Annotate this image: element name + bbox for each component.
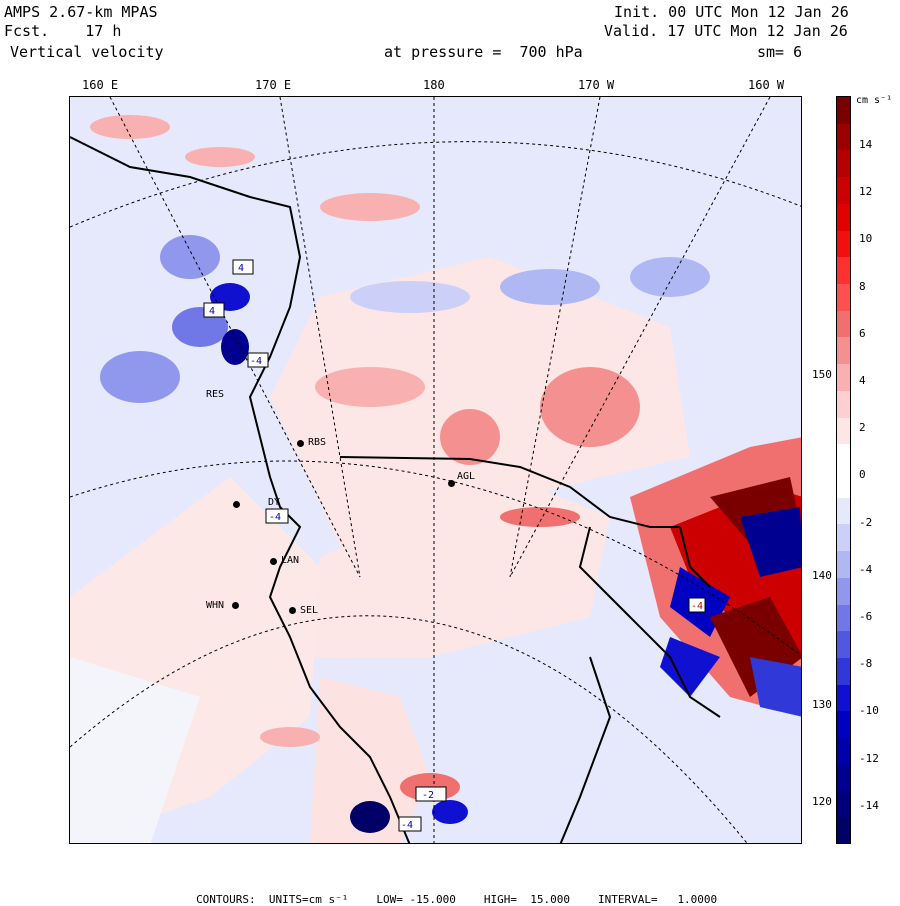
- colorbar-tick-label: 0: [859, 468, 866, 482]
- colorbar: [836, 96, 851, 844]
- station-dy-dot: [233, 501, 240, 508]
- colorbar-units: cm s⁻¹: [856, 95, 893, 106]
- colorbar-tick-label: 4: [859, 374, 866, 387]
- colorbar-segment: [837, 791, 850, 819]
- colorbar-tick-label: -2: [859, 515, 873, 529]
- colorbar-tick-label: -10: [859, 704, 879, 718]
- contour-label-neg4b: -4: [691, 601, 703, 612]
- colorbar-tick-label: 2: [859, 421, 866, 435]
- colorbar-segment: [837, 257, 850, 285]
- coast-region: [310, 677, 430, 843]
- contour-label-4a: 4: [238, 263, 244, 274]
- vertical-velocity-map: 4 4 -4 -4 -4 -2 -4: [69, 96, 802, 844]
- colorbar-segment: [837, 310, 850, 338]
- colorbar-segment: [837, 631, 850, 659]
- colorbar-segment: [837, 150, 850, 178]
- colorbar-segment: [837, 444, 850, 472]
- station-lan: LAN: [281, 555, 300, 566]
- colorbar-segment: [837, 497, 850, 525]
- colorbar-tick-label: 10: [859, 232, 873, 246]
- pressure-level: at pressure = 700 hPa: [384, 43, 583, 61]
- colorbar-segment: [837, 764, 850, 793]
- colorbar-tick-label: -4: [859, 562, 873, 576]
- station-dy: DY: [268, 497, 281, 508]
- station-whn-dot: [232, 602, 239, 609]
- colorbar-segment: [837, 551, 850, 579]
- contour-info: CONTOURS: UNITS=cm s⁻¹ LOW= -15.000 HIGH= …: [0, 880, 900, 906]
- colorbar-segment: [837, 684, 850, 712]
- contour-label-neg4d: -4: [250, 356, 262, 367]
- station-agl: AGL: [457, 471, 476, 482]
- strong-vertical-motion-zone: [630, 437, 801, 717]
- colorbar-segment: [837, 203, 850, 232]
- colorbar-segment: [837, 364, 850, 392]
- station-lan-dot: [270, 558, 277, 565]
- valid-time: Valid. 17 UTC Mon 12 Jan 26: [604, 22, 848, 40]
- station-sel-dot: [289, 607, 296, 614]
- colorbar-segment: [837, 604, 850, 632]
- station-rbs-dot: [297, 440, 304, 447]
- colorbar-segment: [837, 577, 850, 606]
- colorbar-segment: [837, 738, 850, 766]
- colorbar-tick-label: 14: [859, 138, 873, 151]
- colorbar-segment: [837, 97, 850, 125]
- station-rbs: RBS: [308, 437, 327, 448]
- colorbar-segment: [837, 230, 850, 258]
- colorbar-tick-label: -8: [859, 657, 873, 671]
- colorbar-segment: [837, 390, 850, 419]
- station-sel: SEL: [300, 605, 319, 616]
- colorbar-tick-label: -6: [859, 610, 873, 623]
- contour-label-neg4a: -4: [269, 512, 281, 523]
- colorbar-segment: [837, 337, 850, 365]
- contour-label-neg2: -2: [422, 790, 434, 801]
- field-name: Vertical velocity: [10, 43, 164, 61]
- init-time: Init. 00 UTC Mon 12 Jan 26: [614, 3, 849, 21]
- colorbar-segment: [837, 471, 850, 499]
- colorbar-segment: [837, 284, 850, 312]
- colorbar-tick-label: -14: [859, 798, 879, 812]
- lon-label-170w: 170 W: [578, 78, 615, 92]
- lon-label-170e: 170 E: [255, 78, 292, 92]
- station-whn: WHN: [206, 600, 225, 611]
- colorbar-segment: [837, 711, 850, 739]
- lon-label-180: 180: [423, 78, 445, 92]
- model-title: AMPS 2.67-km MPAS: [4, 3, 158, 21]
- colorbar-tick-label: 8: [859, 279, 866, 293]
- colorbar-segment: [837, 177, 850, 205]
- colorbar-segment: [837, 818, 850, 843]
- plateau-white: [70, 657, 200, 843]
- colorbar-tick-label: 6: [859, 326, 866, 340]
- graticule: [70, 97, 801, 843]
- lon-label-160w: 160 W: [748, 78, 785, 92]
- station-res: RES: [206, 389, 225, 400]
- colorbar-segment: [837, 658, 850, 686]
- convective-cells: [90, 115, 710, 833]
- smoothing-value: sm= 6: [757, 43, 803, 61]
- contour-label-4b: 4: [209, 306, 215, 317]
- coastline: [70, 136, 721, 843]
- map-canvas: 4 4 -4 -4 -4 -2 -4: [70, 97, 801, 843]
- colorbar-tick-label: -12: [859, 751, 879, 765]
- contour-label-boxes: 4 4 -4 -4 -4 -2 -4: [203, 259, 706, 832]
- forecast-hour: Fcst. 17 h: [4, 22, 122, 40]
- colorbar-segment: [837, 417, 850, 445]
- lon-label-160e: 160 E: [82, 78, 119, 92]
- station-agl-dot: [448, 480, 455, 487]
- colorbar-segment: [837, 524, 850, 552]
- colorbar-segment: [837, 123, 850, 151]
- contour-label-neg4c: -4: [401, 820, 413, 831]
- colorbar-tick-label: 12: [859, 185, 873, 199]
